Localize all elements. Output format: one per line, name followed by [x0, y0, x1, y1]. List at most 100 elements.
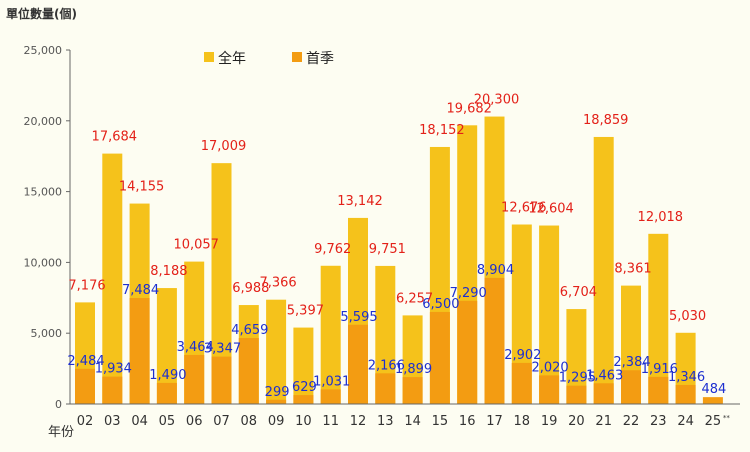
bar-first-quarter	[293, 395, 314, 404]
x-tick-label: 07	[213, 414, 230, 429]
data-label-first-quarter: 484	[701, 382, 726, 397]
x-tick-label: 24	[677, 414, 694, 429]
data-label-first-quarter: 1,346	[668, 370, 705, 385]
bar-full-year	[102, 153, 123, 404]
bar-first-quarter	[129, 298, 150, 404]
data-label-full-year: 14,155	[119, 180, 165, 195]
data-label-full-year: 8,188	[150, 264, 187, 279]
data-label-full-year: 6,704	[560, 285, 597, 300]
data-label-full-year: 20,300	[474, 93, 520, 108]
y-tick-label: 10,000	[24, 256, 63, 269]
data-label-full-year: 18,859	[583, 113, 629, 128]
bar-first-quarter	[402, 377, 423, 404]
data-label-first-quarter: 4,659	[231, 323, 268, 338]
bar-first-quarter	[348, 324, 368, 404]
bar-first-quarter	[702, 397, 723, 404]
data-label-first-quarter: 7,484	[122, 283, 159, 298]
x-tick-label: 15	[432, 414, 449, 429]
data-label-full-year: 9,751	[369, 242, 406, 257]
x-tick-label: 20	[568, 414, 585, 429]
bar-first-quarter	[593, 383, 614, 404]
x-tick-label: 05	[159, 414, 176, 429]
bar-first-quarter	[156, 382, 177, 404]
data-label-first-quarter: 1,463	[586, 368, 623, 383]
bar-full-year	[156, 288, 177, 404]
x-tick-label: 10	[295, 414, 312, 429]
data-label-first-quarter: 299	[265, 385, 290, 400]
bar-first-quarter	[457, 300, 478, 404]
data-label-full-year: 9,762	[314, 242, 351, 257]
data-label-full-year: 8,361	[614, 262, 651, 277]
bar-first-quarter	[539, 375, 560, 404]
bar-first-quarter	[429, 311, 450, 404]
x-tick-label: 22	[623, 414, 640, 429]
bar-first-quarter	[648, 376, 669, 404]
x-tick-label: 25	[705, 414, 722, 429]
data-label-full-year: 10,057	[173, 238, 219, 253]
x-tick-label: 19	[541, 414, 558, 429]
bar-first-quarter	[675, 384, 696, 404]
data-label-first-quarter: 1,490	[149, 368, 186, 383]
x-tick-label: 21	[595, 414, 612, 429]
legend-swatch-full-year	[204, 52, 214, 62]
data-label-first-quarter: 2,020	[531, 360, 568, 375]
data-label-full-year: 18,152	[419, 123, 465, 138]
x-tick-label: 23	[650, 414, 667, 429]
legend-label-full-year: 全年	[218, 50, 246, 67]
x-tick-label: 17	[486, 414, 503, 429]
x-axis-title: 年份	[48, 425, 74, 440]
y-tick-label: 0	[55, 398, 62, 411]
bar-first-quarter	[184, 354, 205, 404]
data-label-first-quarter: 2,484	[67, 354, 104, 369]
x-tick-label: 04	[131, 414, 148, 429]
data-label-full-year: 7,366	[259, 276, 296, 291]
bar-first-quarter	[75, 368, 95, 404]
x-tick-label: 12	[350, 414, 367, 429]
data-label-full-year: 12,604	[528, 202, 574, 217]
bar-full-year	[539, 225, 560, 404]
data-label-full-year: 19,682	[446, 101, 492, 116]
data-label-first-quarter: 7,290	[450, 286, 487, 301]
data-label-full-year: 6,988	[232, 281, 269, 296]
bar-full-year	[375, 265, 396, 404]
legend-swatch-first-quarter	[292, 52, 302, 62]
data-label-first-quarter: 3,464	[177, 340, 214, 355]
data-label-first-quarter: 629	[292, 380, 317, 395]
bar-full-year	[293, 327, 314, 404]
data-label-full-year: 5,397	[287, 304, 324, 319]
data-label-full-year: 12,676	[501, 201, 547, 216]
x-tick-suffix: **	[723, 414, 731, 422]
data-label-first-quarter: 1,934	[95, 362, 132, 377]
legend-label-first-quarter: 首季	[306, 51, 334, 67]
bar-full-year	[566, 309, 587, 404]
data-label-first-quarter: 2,902	[504, 348, 541, 363]
x-tick-label: 02	[77, 414, 94, 429]
x-tick-label: 06	[186, 414, 203, 429]
x-tick-label: 13	[377, 414, 394, 429]
data-label-first-quarter: 5,595	[340, 310, 377, 325]
data-label-first-quarter: 2,384	[613, 355, 650, 370]
x-tick-label: 03	[104, 414, 121, 429]
bar-first-quarter	[266, 399, 287, 404]
y-tick-label: 15,000	[24, 186, 63, 199]
x-tick-label: 11	[322, 414, 339, 429]
x-tick-label: 14	[404, 414, 421, 429]
data-label-full-year: 17,009	[201, 139, 247, 154]
data-label-first-quarter: 1,031	[313, 374, 350, 389]
data-label-first-quarter: 8,904	[477, 263, 514, 278]
bar-first-quarter	[621, 370, 641, 404]
x-tick-label: 09	[268, 414, 285, 429]
bar-first-quarter	[566, 385, 587, 404]
y-tick-label: 5,000	[31, 327, 63, 340]
data-label-first-quarter: 6,500	[422, 297, 459, 312]
bar-first-quarter	[211, 356, 232, 404]
bar-first-quarter	[375, 373, 396, 404]
bar-full-year	[211, 163, 232, 404]
bar-first-quarter	[511, 362, 532, 404]
bar-full-year	[320, 265, 341, 404]
bar-full-year	[266, 299, 287, 404]
bar-first-quarter	[238, 338, 259, 404]
bar-first-quarter	[484, 277, 505, 404]
